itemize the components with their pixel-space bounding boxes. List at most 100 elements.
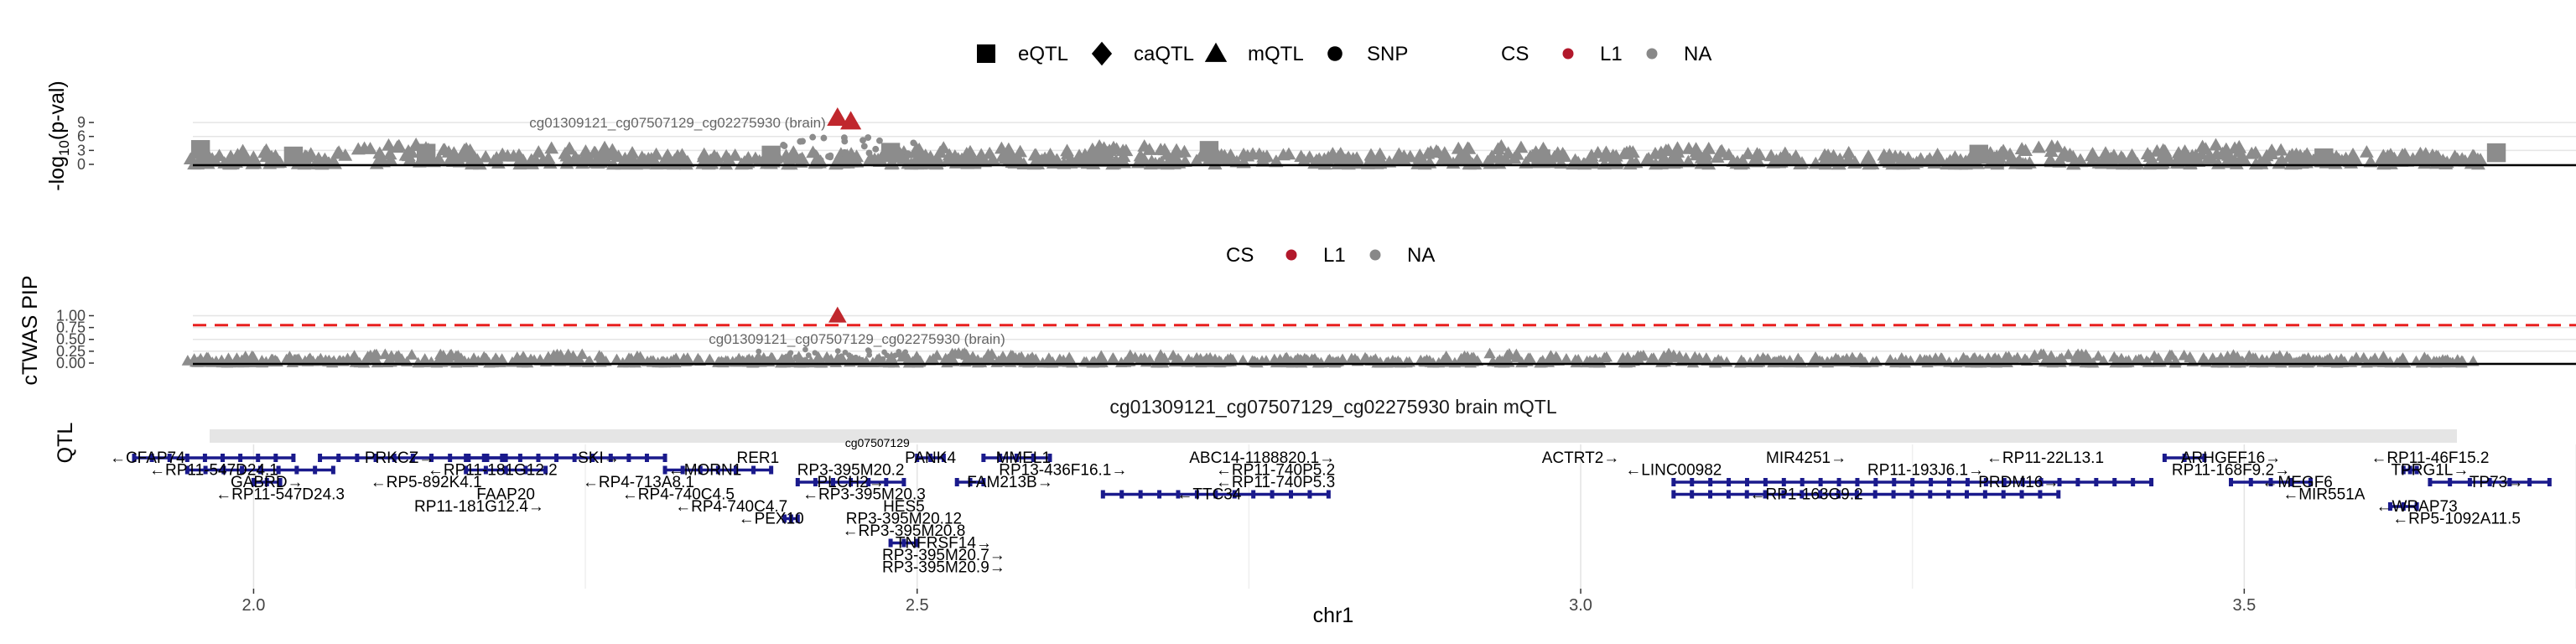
gene-exon xyxy=(1892,478,1897,486)
qtl-point-na xyxy=(2386,151,2402,164)
gene-exon xyxy=(167,454,172,462)
qtl-point-na xyxy=(2168,356,2182,368)
gene-exon xyxy=(1873,478,1878,486)
qtl-point-na xyxy=(1483,347,1496,359)
qtl-point-na xyxy=(390,140,404,153)
qtl-point-na xyxy=(1810,351,1822,363)
qtl-point-na xyxy=(631,350,644,361)
legend-shape-snp-icon xyxy=(1327,46,1343,61)
qtl-point-na xyxy=(2321,354,2334,365)
gene-exon xyxy=(626,454,631,462)
gene-exon xyxy=(2467,478,2472,486)
gene-exon xyxy=(429,454,434,462)
gene-exon xyxy=(866,478,871,486)
qtl-point-na xyxy=(1625,145,1640,158)
gene-exon xyxy=(1800,478,1805,486)
gene-exon xyxy=(1854,490,1859,499)
gene-exon xyxy=(184,454,190,462)
legend-shape-mqtl-icon xyxy=(1204,42,1228,62)
qtl-point-na xyxy=(2106,148,2122,161)
qtl-point-na xyxy=(1294,149,1309,163)
gene-exon xyxy=(590,454,595,462)
gene-exon xyxy=(1928,490,1933,499)
qtl-point-na xyxy=(1013,144,1028,158)
qtl-point-na xyxy=(544,141,559,154)
qtl-point-na xyxy=(2066,157,2081,170)
gene-exon xyxy=(1213,490,1218,499)
gene-exon xyxy=(149,454,154,462)
gene-exon xyxy=(680,465,685,475)
qtl-point-na xyxy=(2406,152,2420,165)
gene-exon xyxy=(662,465,667,475)
y-tick-label: 0.00 xyxy=(56,355,86,371)
y-tick-label: 0.25 xyxy=(56,343,86,360)
qtl-point-na xyxy=(2274,153,2289,166)
qtl-point-na xyxy=(2011,351,2024,363)
legend-shape-label: eQTL xyxy=(1018,43,1068,65)
qtl-point-na xyxy=(1884,354,1897,365)
gene-exon xyxy=(1982,490,1987,499)
gene-label: ACTRT2→ xyxy=(1542,449,1620,467)
qtl-point-na xyxy=(625,146,640,158)
gene-exon xyxy=(901,538,906,548)
gene-exon xyxy=(1855,478,1860,486)
snp-point-na xyxy=(820,134,828,142)
qtl-point-na xyxy=(495,147,510,160)
gene-exon xyxy=(2248,478,2253,486)
qtl-point-na xyxy=(1967,352,1980,364)
eqtl-point-na xyxy=(2486,143,2506,163)
gene-label: ←TTC34 xyxy=(1176,486,1242,504)
snp-point-na xyxy=(848,153,855,160)
gene-exon xyxy=(536,454,541,462)
gene-label: ←MORN1 xyxy=(668,462,742,480)
qtl-point-na xyxy=(984,354,998,365)
gene-label: ←RP5-892K4.1 xyxy=(371,474,482,491)
qtl-point-na xyxy=(669,352,683,364)
p2-y-ticks: 0.000.250.500.751.00 xyxy=(56,307,94,371)
qtl-point-na xyxy=(2028,349,2041,361)
qtl-point-na xyxy=(395,354,408,365)
panel-genes: cg01309121_cg07507129_cg02275930 brain m… xyxy=(54,396,2576,627)
snp-point-na xyxy=(817,356,823,362)
gene-exon xyxy=(1818,490,1823,499)
qtl-point-na xyxy=(2363,154,2378,168)
eqtl-point-na xyxy=(880,143,901,162)
qtl-point-na xyxy=(444,349,457,361)
gene-label: SKI→ xyxy=(578,449,620,467)
y-tick-label: 3 xyxy=(77,142,86,158)
qtl-point-na xyxy=(2062,348,2075,360)
qtl-point-na xyxy=(1252,147,1267,160)
qtl-point-na xyxy=(1637,350,1650,361)
snp-point-na xyxy=(902,154,910,161)
snp-point-na xyxy=(756,348,762,355)
gene-exon xyxy=(448,454,453,462)
snp-point-na xyxy=(811,148,818,156)
qtl-point-na xyxy=(1566,157,1581,170)
gene-exon xyxy=(517,454,522,462)
gene-exon xyxy=(256,454,261,462)
gene-label: RP11-168F9.2→ xyxy=(2172,462,2290,480)
gene-label: PRKCZ→ xyxy=(365,449,434,467)
snp-point-na xyxy=(787,354,792,361)
qtl-point-na xyxy=(212,148,226,162)
gene-exon xyxy=(318,454,323,462)
gene-exon xyxy=(2387,502,2392,511)
gene-exon xyxy=(355,454,360,462)
qtl-point-na xyxy=(2224,354,2237,366)
gene-exon xyxy=(202,454,207,462)
gene-exon xyxy=(1836,490,1841,499)
gene-exon xyxy=(1289,490,1294,499)
qtl-point-na xyxy=(1714,143,1729,157)
qtl-point-na xyxy=(2232,140,2247,153)
snp-point-na xyxy=(842,349,849,356)
qtl-point-na xyxy=(1082,153,1097,167)
qtl-point-na xyxy=(1701,157,1716,170)
gene-exon xyxy=(2308,478,2313,486)
x-axis-title: chr1 xyxy=(1313,604,1354,627)
qtl-point-na xyxy=(571,153,586,167)
snp-point-na xyxy=(797,138,804,145)
gene-exon xyxy=(572,454,577,462)
qtl-point-na xyxy=(1741,147,1755,159)
gene-exon xyxy=(1909,490,1914,499)
qtl-point-na xyxy=(1016,355,1029,366)
